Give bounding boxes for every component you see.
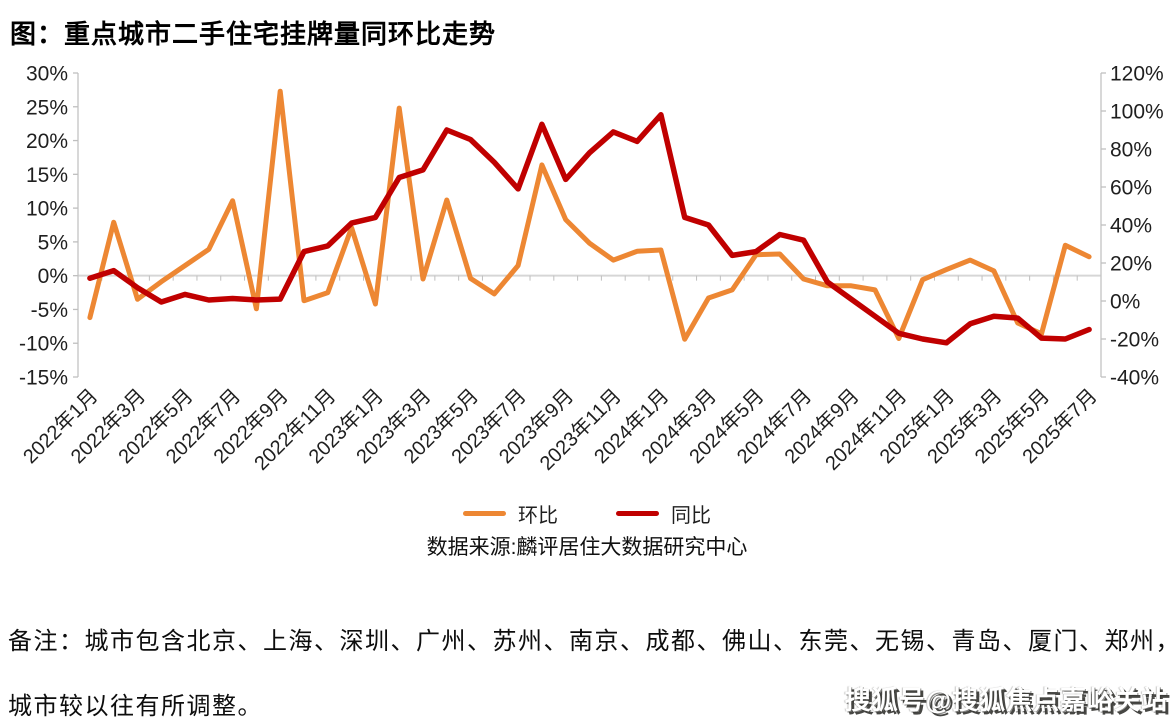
legend-item-yoy: 同比 — [616, 499, 711, 528]
right-axis-tick-label: -20% — [1110, 329, 1159, 352]
legend-label-yoy: 同比 — [671, 505, 711, 527]
footnote-line-2: 城市较以往有所调整。 — [8, 694, 263, 720]
left-axis-tick-label: 15% — [26, 164, 68, 187]
chart-legend: 环比 同比 — [0, 499, 1174, 528]
right-axis-tick-label: 100% — [1110, 101, 1164, 124]
right-axis-tick-label: 20% — [1110, 253, 1152, 276]
left-axis-tick-label: -15% — [19, 367, 68, 390]
chart-title: 图：重点城市二手住宅挂牌量同环比走势 — [10, 19, 497, 49]
yoy-line-marker-icon — [616, 511, 659, 516]
right-axis-tick-label: 40% — [1110, 215, 1152, 238]
line-chart: 30% 25% 20% 15% 10% 5% 0% -5% -10% -15% 120% 100% 80… — [19, 63, 1164, 475]
left-axis-tick-label: 30% — [26, 63, 68, 86]
right-axis-tick-label: -40% — [1110, 367, 1159, 390]
right-axis-tick-label: 0% — [1110, 291, 1140, 314]
left-axis-tick-label: 0% — [38, 265, 68, 288]
left-axis-tick-label: 10% — [26, 198, 68, 221]
sohu-watermark: 搜狐号@搜狐焦点嘉峪关站 — [844, 685, 1168, 715]
yoy-series-line — [87, 112, 1092, 346]
legend-item-mom: 环比 — [463, 499, 558, 528]
left-axis-tick-label: 25% — [26, 96, 68, 119]
footnote-line-1: 备注：城市包含北京、上海、深圳、广州、苏州、南京、成都、佛山、东莞、无锡、青岛、… — [8, 629, 1174, 655]
left-axis-tick-label: 20% — [26, 130, 68, 153]
left-axis-tick-label: 5% — [38, 231, 68, 254]
data-source-caption: 数据来源:麟评居住大数据研究中心 — [426, 536, 748, 559]
right-axis-tick-label: 120% — [1110, 63, 1164, 86]
right-axis-tick-label: 80% — [1110, 139, 1152, 162]
left-axis-tick-label: -5% — [31, 299, 68, 322]
legend-label-mom: 环比 — [518, 505, 558, 527]
mom-series-line — [87, 88, 1092, 342]
right-axis-tick-label: 60% — [1110, 177, 1152, 200]
left-axis-tick-label: -10% — [19, 333, 68, 356]
mom-line-marker-icon — [463, 511, 506, 516]
